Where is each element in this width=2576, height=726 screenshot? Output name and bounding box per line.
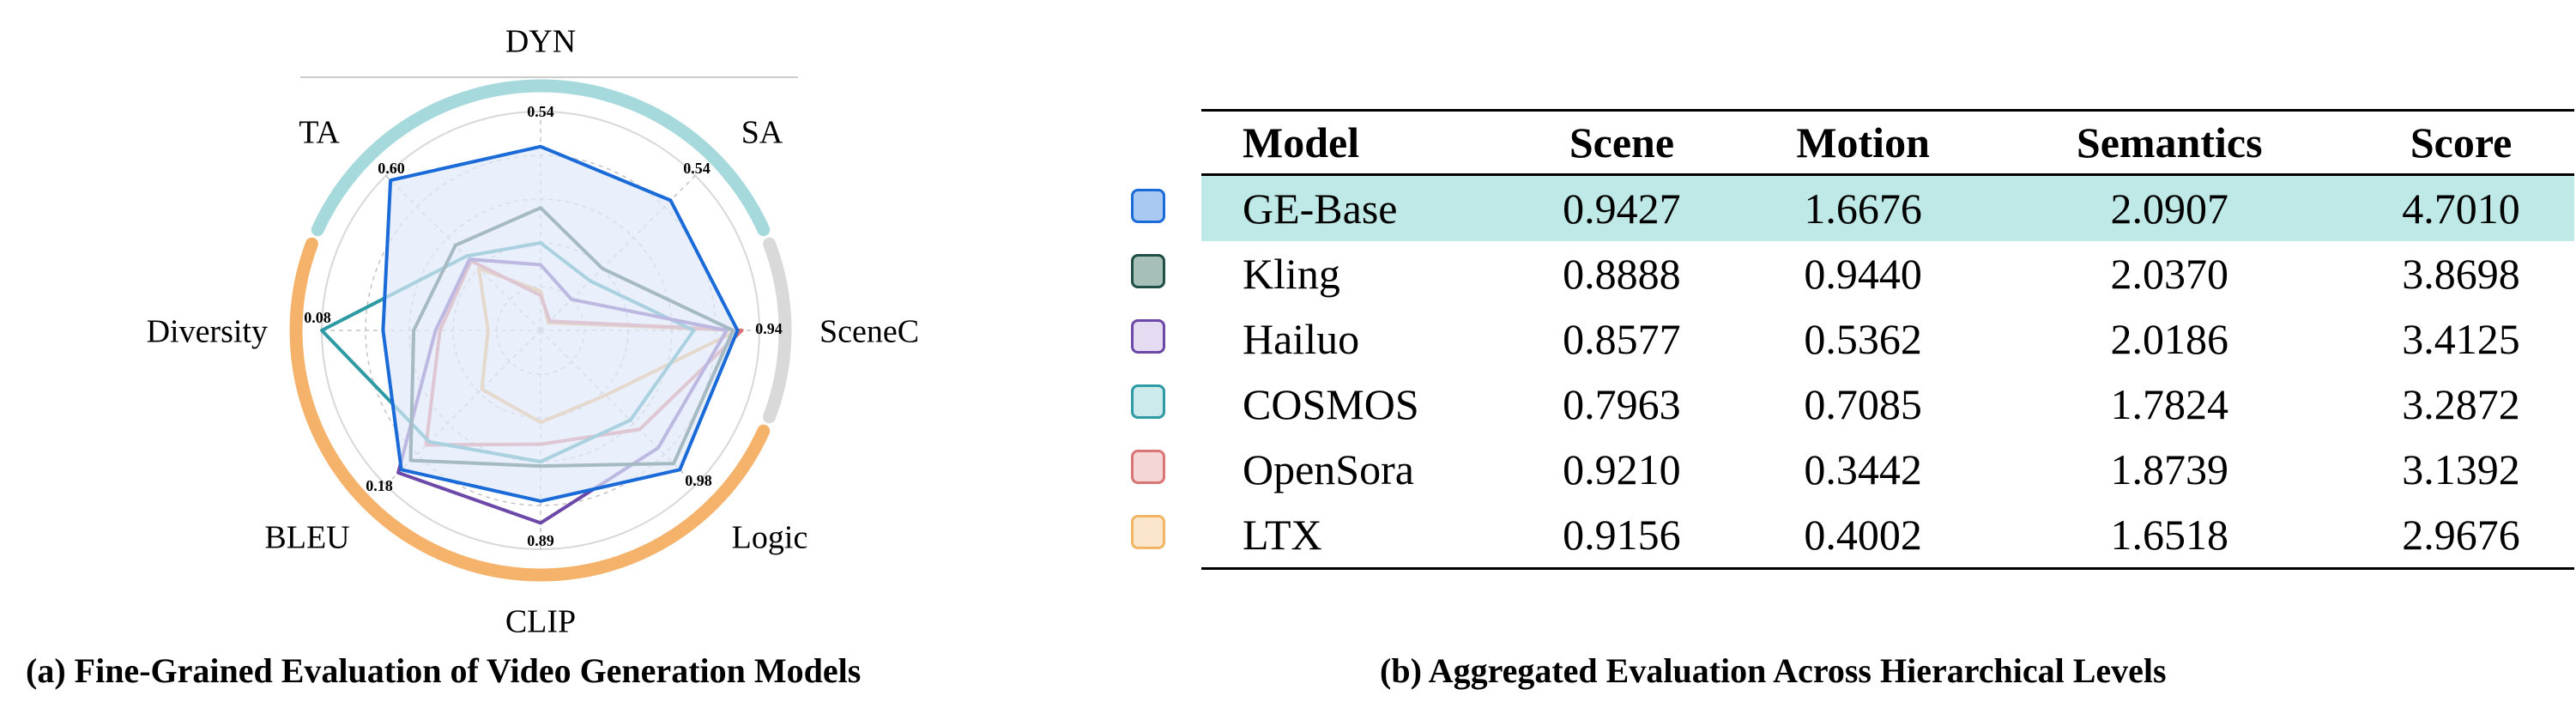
cell-scene: 0.8888 [1563, 250, 1681, 298]
table-row: LTX 0.9156 0.4002 1.6518 2.9676 [1201, 502, 2574, 569]
radar-labels: DYN 0.54 SA 0.54 SceneC 0.94 Logic 0.98 CLIP 0.89… [147, 24, 920, 640]
cell-scene: 0.9210 [1563, 445, 1681, 493]
cell-score: 2.9676 [2402, 511, 2520, 559]
cell-score: 3.1392 [2402, 445, 2520, 493]
cell-model: LTX [1243, 511, 1322, 559]
level-arcs [289, 79, 792, 582]
legend-swatch [1131, 189, 1165, 223]
axis-label-ta: TA [299, 115, 340, 151]
cell-semantics: 1.6518 [2110, 511, 2228, 559]
table-row: Kling 0.8888 0.9440 2.0370 3.8698 [1201, 241, 2574, 306]
axis-max-label-sa: 0.54 [683, 160, 711, 177]
axis-label-logic: Logic [732, 520, 808, 556]
column-header-motion: Motion [1734, 110, 1992, 176]
cell-score: 3.8698 [2402, 250, 2520, 298]
axis-label-bleu: BLEU [264, 520, 349, 556]
cell-semantics: 2.0370 [2110, 250, 2228, 298]
cell-motion: 1.6676 [1734, 174, 1992, 241]
axis-label-sa: SA [741, 115, 783, 151]
table-row: OpenSora 0.9210 0.3442 1.8739 3.1392 [1201, 437, 2574, 502]
legend-swatch [1131, 319, 1165, 354]
axis-label-scenec: SceneC [819, 314, 919, 350]
radar-chart: DYN 0.54 SA 0.54 SceneC 0.94 Logic 0.98 CLIP 0.89… [147, 24, 920, 640]
axis-label-clip: CLIP [505, 604, 576, 640]
cell-semantics: 1.8739 [2110, 445, 2228, 493]
table-row: COSMOS 0.7963 0.7085 1.7824 3.2872 [1201, 372, 2574, 437]
axis-max-label-ta: 0.60 [378, 160, 405, 177]
results-table: Model Scene Motion Semantics Score GE-Ba… [1201, 109, 2574, 570]
cell-score: 3.2872 [2402, 380, 2520, 428]
column-header-model: Model [1201, 110, 1509, 176]
cell-score: 4.7010 [2348, 174, 2574, 241]
legend-swatch [1131, 254, 1165, 288]
axis-max-label-clip: 0.89 [527, 532, 554, 549]
level-arc [289, 237, 771, 582]
level-arc [311, 79, 771, 237]
axis-max-label-scenec: 0.94 [755, 320, 783, 337]
table-row: Hailuo 0.8577 0.5362 2.0186 3.4125 [1201, 306, 2574, 372]
radar-series-group [320, 144, 744, 525]
axis-max-label-logic: 0.98 [685, 472, 712, 489]
cell-semantics: 1.7824 [2110, 380, 2228, 428]
cell-semantics: 2.0186 [2110, 315, 2228, 363]
legend-swatch [1131, 450, 1165, 484]
cell-semantics: 2.0907 [1991, 174, 2349, 241]
column-header-scene: Scene [1509, 110, 1735, 176]
cell-motion: 0.4002 [1804, 511, 1922, 559]
table-row: GE-Base 0.9427 1.6676 2.0907 4.7010 [1201, 174, 2574, 241]
cell-scene: 0.9427 [1509, 174, 1735, 241]
caption-table: (b) Aggregated Evaluation Across Hierarc… [1380, 651, 2167, 690]
axis-label-diversity: Diversity [147, 314, 268, 350]
legend-swatch [1131, 384, 1165, 419]
cell-scene: 0.9156 [1563, 511, 1681, 559]
table-header-row: Model Scene Motion Semantics Score [1201, 110, 2574, 176]
column-header-score: Score [2348, 110, 2574, 176]
cell-scene: 0.8577 [1563, 315, 1681, 363]
cell-motion: 0.5362 [1804, 315, 1922, 363]
cell-model: Hailuo [1243, 315, 1360, 363]
cell-scene: 0.7963 [1563, 380, 1681, 428]
caption-radar: (a) Fine-Grained Evaluation of Video Gen… [26, 651, 862, 690]
cell-model: GE-Base [1201, 174, 1509, 241]
cell-motion: 0.7085 [1804, 380, 1922, 428]
level-arc [763, 237, 792, 424]
cell-motion: 0.3442 [1804, 445, 1922, 493]
cell-model: COSMOS [1243, 380, 1419, 428]
axis-max-label-bleu: 0.18 [366, 477, 393, 494]
cell-score: 3.4125 [2402, 315, 2520, 363]
legend-swatch [1131, 515, 1165, 549]
axis-max-label-dyn: 0.54 [527, 103, 554, 120]
series-ge-base [381, 144, 740, 503]
cell-model: Kling [1243, 250, 1340, 298]
cell-model: OpenSora [1243, 445, 1414, 493]
table-body: GE-Base 0.9427 1.6676 2.0907 4.7010 Kling 0.88… [1201, 174, 2574, 569]
axis-label-dyn: DYN [505, 24, 576, 60]
axis-max-label-diversity: 0.08 [304, 309, 331, 326]
cell-motion: 0.9440 [1804, 250, 1922, 298]
column-header-semantics: Semantics [1991, 110, 2349, 176]
